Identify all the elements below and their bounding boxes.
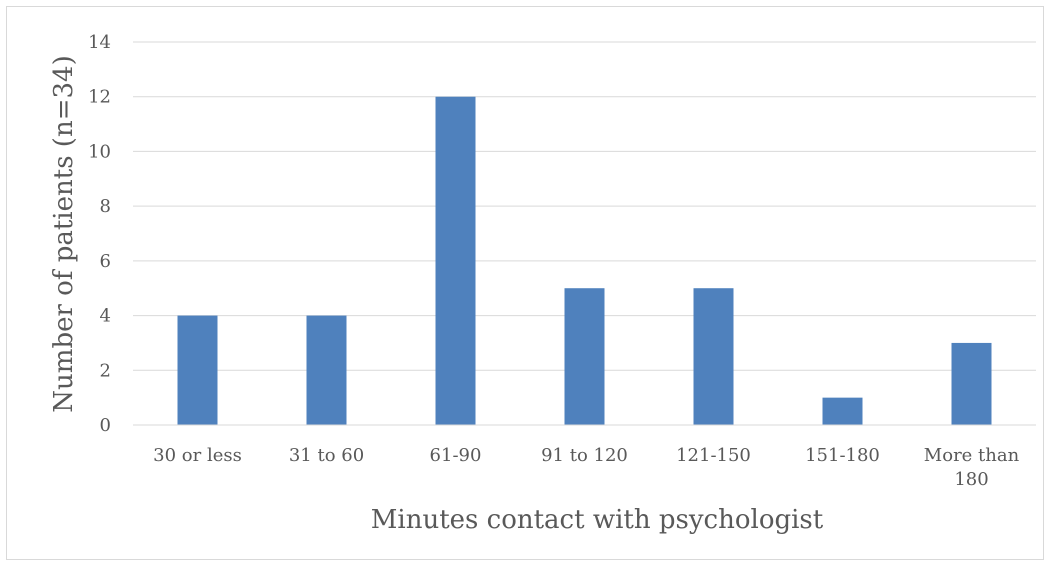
x-tick-label: 151-180 bbox=[805, 445, 880, 466]
y-tick-label: 12 bbox=[88, 87, 111, 108]
y-tick-label: 6 bbox=[100, 251, 111, 272]
y-axis-ticks: 0 2 4 6 8 10 12 14 bbox=[88, 32, 111, 436]
x-tick-label: 61-90 bbox=[430, 445, 482, 466]
bar-4 bbox=[564, 288, 605, 425]
y-tick-label: 8 bbox=[100, 196, 111, 217]
bar-5 bbox=[693, 288, 734, 425]
y-tick-label: 10 bbox=[88, 141, 111, 162]
bar-3 bbox=[435, 96, 476, 425]
x-tick-label: 31 to 60 bbox=[289, 445, 364, 466]
x-axis-ticks: 30 or less 31 to 60 61-90 91 to 120 121-150 1… bbox=[153, 445, 1019, 490]
x-tick-label: 30 or less bbox=[153, 445, 242, 466]
bar-1 bbox=[177, 315, 218, 425]
y-tick-label: 0 bbox=[100, 415, 111, 436]
y-tick-label: 2 bbox=[100, 360, 111, 381]
x-tick-label: 91 to 120 bbox=[541, 445, 628, 466]
x-tick-label: More than 180 bbox=[924, 445, 1020, 490]
bars bbox=[177, 96, 992, 425]
gridlines bbox=[133, 41, 1036, 371]
chart-frame bbox=[6, 6, 1044, 560]
x-axis-title: Minutes contact with psychologist bbox=[371, 505, 824, 535]
x-tick-label: 121-150 bbox=[676, 445, 751, 466]
bar-7 bbox=[951, 342, 992, 425]
y-axis-title: Number of patients (n=34) bbox=[49, 55, 79, 412]
y-tick-label: 14 bbox=[88, 32, 111, 53]
bar-2 bbox=[306, 315, 347, 425]
bar-6 bbox=[822, 397, 863, 425]
y-tick-label: 4 bbox=[100, 306, 111, 327]
